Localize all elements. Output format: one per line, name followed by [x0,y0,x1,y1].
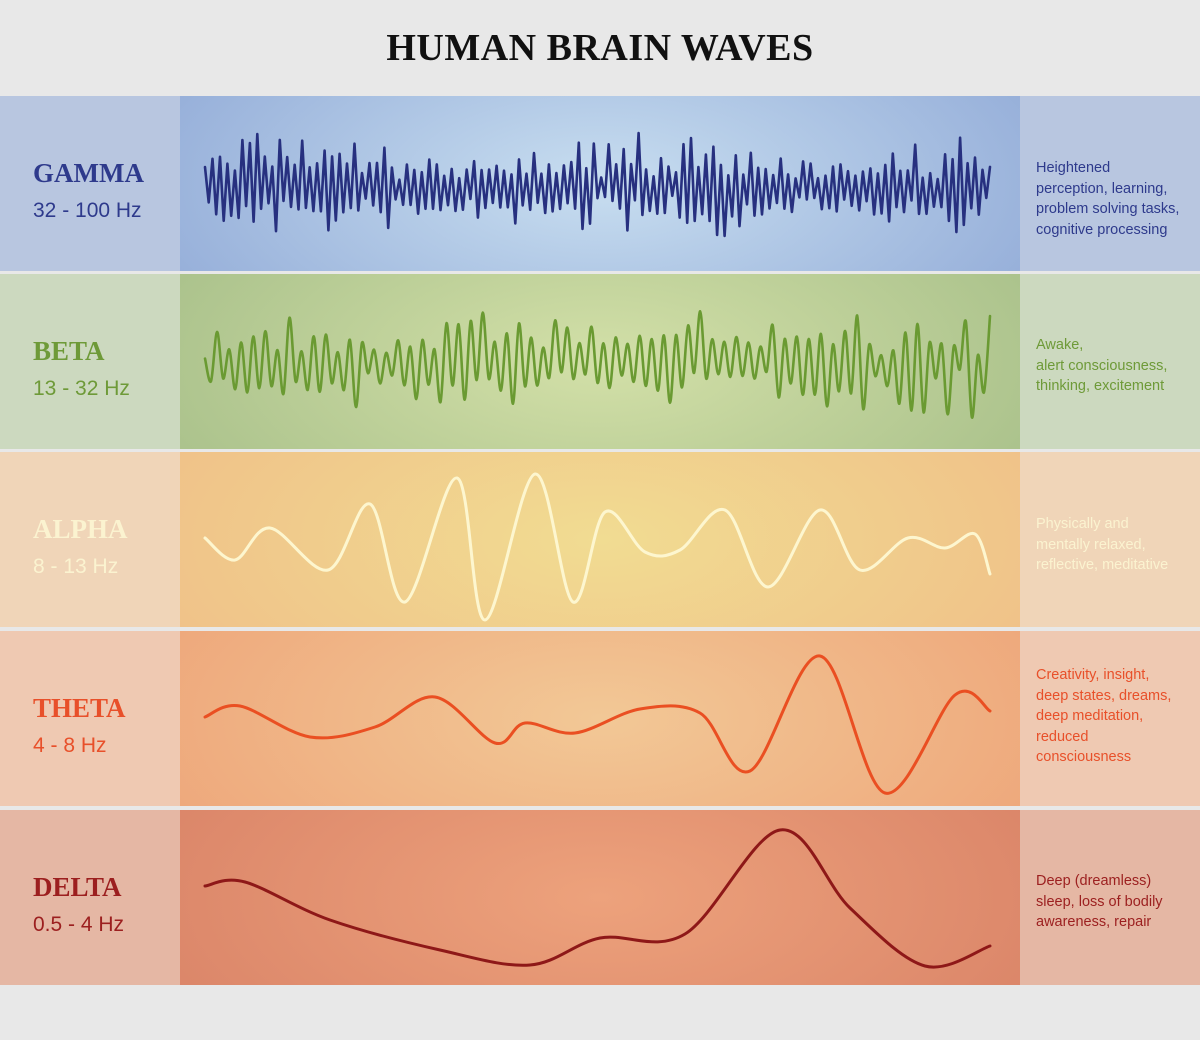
wave-trace [203,472,992,622]
band-theta: THETA 4 - 8 Hz Creativity, insight, deep… [0,631,1200,806]
description-line: cognitive processing [1036,221,1168,238]
band-label-panel: BETA 13 - 32 Hz [0,274,180,449]
wave-trace [203,131,992,238]
wave-plot-panel [180,631,1020,806]
gamma-wave [203,131,992,238]
description-line: deep states, dreams, [1036,687,1172,704]
wave-description: Heightened perception, learning, problem… [1036,158,1198,240]
wave-description: Awake, alert consciousness, thinking, ex… [1036,335,1198,397]
description-line: reflective, meditative [1036,557,1169,573]
description-line: sleep, loss of bodily [1036,893,1163,910]
description-line: Physically and [1036,516,1129,532]
description-line: perception, learning, [1036,180,1168,197]
wave-trace [203,828,992,969]
band-label-panel: DELTA 0.5 - 4 Hz [0,810,180,985]
page-title: HUMAN BRAIN WAVES [386,27,814,69]
description-line: deep meditation, [1036,708,1144,724]
wave-description: Physically and mentally relaxed, reflect… [1036,514,1198,576]
beta-wave [203,309,992,419]
description-line: thinking, excitement [1036,378,1165,394]
band-label-panel: THETA 4 - 8 Hz [0,631,180,806]
band-description-panel: Awake, alert consciousness, thinking, ex… [1020,274,1200,449]
wave-frequency: 13 - 32 Hz [33,377,130,400]
wave-name: ALPHA [33,514,128,544]
band-description-panel: Heightened perception, learning, problem… [1020,96,1200,271]
band-delta: DELTA 0.5 - 4 Hz Deep (dreamless) sleep,… [0,810,1200,985]
wave-plot-panel [180,452,1020,627]
description-line: awareness, repair [1036,914,1152,930]
wave-frequency: 8 - 13 Hz [33,555,119,578]
theta-wave [203,654,992,795]
wave-name: THETA [33,693,126,723]
band-beta: BETA 13 - 32 Hz Awake, alert consciousne… [0,274,1200,449]
description-line: Creativity, insight, [1036,667,1150,683]
band-gamma: GAMMA 32 - 100 Hz Heightened perception,… [0,96,1200,271]
description-line: Awake, [1036,337,1084,353]
description-line: consciousness [1036,749,1132,765]
wave-name: GAMMA [33,158,144,188]
band-description-panel: Physically and mentally relaxed, reflect… [1020,452,1200,627]
wave-frequency: 32 - 100 Hz [33,199,142,222]
wave-plot-panel [180,810,1020,985]
description-line: reduced [1036,728,1089,745]
wave-name: BETA [33,336,105,366]
alpha-wave [203,472,992,622]
description-line: mentally relaxed, [1036,536,1146,553]
band-description-panel: Creativity, insight, deep states, dreams… [1020,631,1200,806]
wave-plot-panel [180,274,1020,449]
band-alpha: ALPHA 8 - 13 Hz Physically and mentally … [0,452,1200,627]
wave-frequency: 0.5 - 4 Hz [33,913,125,936]
band-label-panel: GAMMA 32 - 100 Hz [0,96,180,271]
wave-description: Creativity, insight, deep states, dreams… [1036,665,1198,768]
wave-trace [203,654,992,795]
description-line: Deep (dreamless) [1036,873,1152,889]
wave-name: DELTA [33,872,122,902]
band-label-panel: ALPHA 8 - 13 Hz [0,452,180,627]
wave-trace [203,309,992,419]
wave-frequency: 4 - 8 Hz [33,734,107,757]
description-line: Heightened [1036,160,1111,176]
band-description-panel: Deep (dreamless) sleep, loss of bodily a… [1020,810,1200,985]
delta-wave [203,828,992,969]
wave-plot-panel [180,96,1020,271]
wave-description: Deep (dreamless) sleep, loss of bodily a… [1036,871,1198,933]
description-line: alert consciousness, [1036,357,1168,374]
description-line: problem solving tasks, [1036,201,1180,217]
